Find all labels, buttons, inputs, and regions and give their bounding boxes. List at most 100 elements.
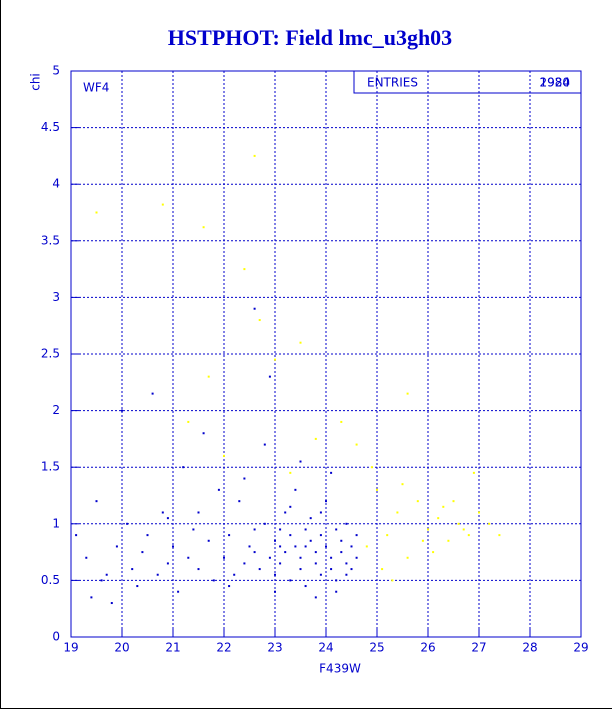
point [416, 500, 419, 503]
point [325, 500, 327, 503]
point [314, 596, 317, 599]
point [345, 573, 348, 576]
y-tick-label: 0.5 [41, 573, 60, 587]
point [365, 545, 368, 548]
point [284, 511, 287, 514]
point [340, 420, 343, 423]
point [462, 528, 465, 531]
point [330, 568, 333, 571]
point [437, 517, 440, 520]
y-tick-label: 2 [52, 403, 60, 417]
point [335, 590, 338, 593]
stats-value: 1980 [539, 76, 570, 90]
x-tick-label: 27 [471, 641, 486, 655]
y-tick-label: 1.5 [41, 460, 60, 474]
point [478, 511, 480, 514]
point [274, 590, 276, 593]
point [75, 534, 78, 537]
point [289, 471, 292, 474]
y-tick-label: 0 [52, 630, 60, 644]
x-axis-label: F439W [319, 662, 361, 676]
point [95, 500, 98, 503]
point [467, 534, 470, 537]
point [95, 211, 98, 214]
point [166, 517, 169, 520]
point [263, 522, 266, 525]
point [355, 443, 358, 446]
point [187, 556, 190, 559]
point [161, 511, 164, 514]
point [243, 562, 246, 565]
point [166, 562, 169, 565]
point [314, 562, 317, 565]
point [391, 579, 394, 582]
point [223, 454, 225, 457]
point [182, 466, 185, 469]
point [289, 534, 292, 537]
x-tick-label: 24 [318, 641, 333, 655]
point [238, 500, 241, 503]
x-tick-label: 23 [267, 641, 282, 655]
point [228, 585, 231, 588]
y-tick-label: 2.5 [41, 347, 60, 361]
point [131, 568, 134, 571]
point [177, 590, 180, 593]
point [253, 551, 256, 554]
point [217, 488, 220, 491]
point [488, 522, 491, 525]
point [121, 409, 123, 412]
point [299, 568, 302, 571]
point [202, 226, 205, 229]
point [457, 522, 460, 525]
point [401, 483, 404, 486]
point [299, 341, 302, 344]
x-tick-label: 26 [420, 641, 435, 655]
point [126, 522, 129, 525]
point [212, 579, 215, 582]
point [447, 539, 450, 542]
stats-label: ENTRIES [367, 76, 418, 90]
point [304, 585, 307, 588]
point [355, 556, 358, 559]
y-axis-label: chi [29, 73, 43, 91]
x-tick-label: 21 [165, 641, 180, 655]
y-tick-label: 3.5 [41, 233, 60, 247]
point [314, 437, 317, 440]
point [345, 522, 348, 525]
point [279, 562, 282, 565]
point [325, 545, 327, 548]
point [350, 545, 353, 548]
x-tick-label: 22 [216, 641, 231, 655]
point [90, 596, 93, 599]
point [258, 319, 261, 322]
stats-value: 2924 [539, 76, 570, 90]
chart-title: HSTPHOT: Field lmc_u3gh03 [168, 25, 452, 50]
point [340, 551, 343, 554]
point [314, 551, 317, 554]
x-tick-label: 19 [63, 641, 78, 655]
point [284, 551, 287, 554]
point [151, 392, 154, 395]
point [248, 545, 251, 548]
point [228, 534, 231, 537]
point [335, 579, 338, 582]
point [304, 545, 307, 548]
point [498, 534, 501, 537]
point [396, 511, 399, 514]
point [335, 528, 338, 531]
y-tick-label: 1 [52, 516, 60, 530]
point [304, 528, 307, 531]
point [299, 460, 302, 463]
point [146, 534, 149, 537]
point [243, 268, 246, 271]
point [274, 573, 276, 576]
point [386, 534, 389, 537]
point [309, 517, 312, 520]
point [345, 562, 348, 565]
point [279, 528, 282, 531]
point [172, 545, 174, 548]
y-tick-label: 4 [52, 177, 60, 191]
point [136, 585, 139, 588]
point [268, 556, 271, 559]
